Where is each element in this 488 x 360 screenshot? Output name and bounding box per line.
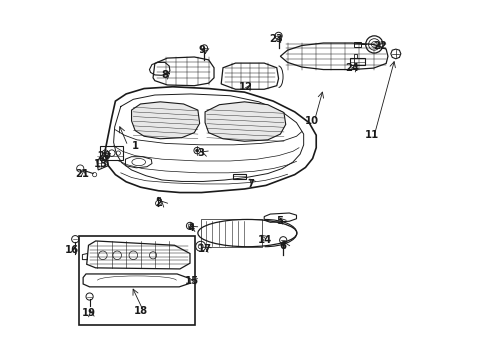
Text: 19: 19 (81, 309, 95, 318)
Text: 15: 15 (184, 276, 198, 286)
Text: 1: 1 (131, 141, 139, 151)
Text: 3: 3 (197, 148, 204, 158)
Text: 21: 21 (75, 168, 89, 179)
Text: 18: 18 (133, 306, 147, 316)
Text: 4: 4 (187, 224, 195, 233)
Text: 14: 14 (258, 235, 272, 245)
Circle shape (195, 149, 198, 152)
Text: 10: 10 (305, 116, 318, 126)
Text: 2: 2 (155, 198, 162, 208)
Text: 8: 8 (161, 70, 168, 80)
Text: 20: 20 (97, 150, 111, 161)
Text: 23: 23 (268, 35, 283, 44)
Text: 9: 9 (198, 45, 204, 55)
Text: 5: 5 (276, 216, 283, 226)
Polygon shape (204, 102, 285, 141)
Text: 6: 6 (279, 241, 286, 251)
Text: 13: 13 (93, 159, 107, 169)
Text: 11: 11 (364, 130, 378, 140)
Text: 17: 17 (197, 244, 211, 254)
Text: 24: 24 (345, 63, 358, 73)
Text: 7: 7 (247, 179, 254, 189)
Bar (79, 236, 195, 325)
Text: 16: 16 (65, 245, 79, 255)
Text: 12: 12 (239, 82, 253, 93)
Polygon shape (131, 102, 199, 139)
Text: 22: 22 (372, 41, 386, 50)
